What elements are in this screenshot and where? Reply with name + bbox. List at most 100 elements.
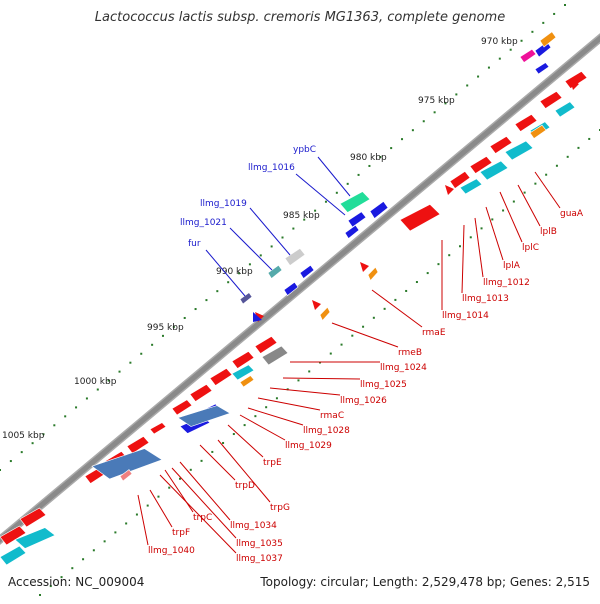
gene-label-llmg-1024: llmg_1024 — [380, 363, 427, 373]
label-connector — [331, 322, 399, 348]
pink-gene — [519, 48, 537, 63]
tick-dot-outer — [281, 236, 284, 239]
tick-dot-outer — [248, 263, 251, 266]
tick-dot-outer — [53, 424, 56, 427]
small-gene — [570, 80, 579, 90]
forward-gene — [514, 114, 538, 132]
tick-dot-inner — [534, 182, 537, 185]
tick-dot-inner — [351, 334, 354, 337]
tick-dot-inner — [297, 379, 300, 382]
accession-text: Accession: NC_009004 — [8, 575, 145, 589]
tick-dot-outer — [466, 84, 469, 87]
label-connector — [149, 489, 173, 528]
tick-dot-outer — [390, 147, 393, 150]
tick-dot-inner — [340, 343, 343, 346]
gene-label-llmg-1026: llmg_1026 — [340, 396, 387, 406]
tick-dot-outer — [531, 30, 534, 33]
gene-label-trpf: trpF — [172, 528, 190, 538]
blue-gene — [283, 281, 299, 296]
tick-dot-outer — [368, 164, 371, 167]
gene-label-guaa: guaA — [560, 209, 584, 219]
tick-dot-inner — [545, 173, 548, 176]
tick-dot-inner — [82, 558, 85, 561]
gene-label-llmg-1025: llmg_1025 — [360, 380, 407, 390]
tick-dot-inner — [491, 218, 494, 221]
small-gene — [253, 312, 262, 322]
orange-gene — [367, 266, 379, 282]
tick-dot-inner — [405, 289, 408, 292]
forward-gene — [449, 170, 471, 189]
label-connector — [534, 171, 561, 209]
gene-label-rmae: rmaE — [422, 328, 446, 338]
label-connector — [371, 289, 423, 328]
tick-dot-outer — [553, 12, 556, 15]
gene-label-ypbc: ypbC — [293, 145, 316, 155]
tick-dot-outer — [64, 415, 67, 418]
label-connector — [179, 461, 231, 521]
gene-label-trpc: trpC — [193, 513, 212, 523]
kbp-tick-label: 995 kbp — [147, 323, 184, 333]
label-connector — [247, 407, 304, 426]
tick-dot-outer — [379, 156, 382, 159]
reverse-gene — [554, 101, 576, 118]
label-connector — [517, 184, 541, 227]
gene-label-trpd: trpD — [235, 481, 255, 491]
tick-dot-inner — [168, 486, 171, 489]
forward-gene — [0, 525, 27, 546]
label-connector — [137, 494, 149, 546]
orange-gene — [529, 124, 547, 139]
tick-dot-inner — [566, 155, 569, 158]
label-connector — [295, 173, 346, 216]
tick-dot-inner — [157, 495, 160, 498]
tick-dot-outer — [96, 388, 99, 391]
tick-dot-outer — [194, 308, 197, 311]
tick-dot-inner — [502, 209, 505, 212]
gene-label-llmg-1037: llmg_1037 — [236, 554, 283, 564]
tick-dot-inner — [426, 272, 429, 275]
tick-dot-outer — [422, 120, 425, 123]
gene-label-lplc: lplC — [522, 243, 539, 253]
gene-label-lpla: lplA — [503, 261, 521, 271]
small-gene — [360, 262, 369, 272]
reverse-gene — [0, 545, 27, 566]
tick-dot-outer — [107, 379, 110, 382]
reverse-gene-long — [91, 448, 163, 480]
tick-dot-outer — [140, 352, 143, 355]
label-connector — [239, 414, 286, 441]
reverse-gene — [504, 140, 534, 161]
blue-gene — [344, 224, 360, 239]
tick-dot-outer — [31, 442, 34, 445]
tick-dot-outer — [129, 361, 132, 364]
forward-gene — [19, 507, 47, 528]
tick-dot-outer — [259, 254, 262, 257]
small-gene — [445, 185, 454, 195]
tick-dot-outer — [9, 460, 12, 463]
label-connector — [171, 467, 237, 539]
tick-dot-outer — [151, 343, 154, 346]
label-connector — [205, 249, 246, 297]
orange-gene — [539, 31, 557, 48]
label-connector — [474, 217, 484, 278]
tick-dot-outer — [292, 227, 295, 230]
label-connector — [485, 206, 504, 261]
tick-dot-outer — [542, 21, 545, 24]
tick-dot-inner — [125, 522, 128, 525]
gene-label-llmg-1014: llmg_1014 — [442, 311, 489, 321]
tick-dot-inner — [275, 397, 278, 400]
forward-gene — [171, 399, 193, 416]
tick-dot-outer — [172, 325, 175, 328]
teal-gene — [267, 264, 283, 279]
purple-gene — [239, 292, 253, 305]
gene-label-llmg-1029: llmg_1029 — [285, 441, 332, 451]
tick-dot-inner — [383, 307, 386, 310]
gene-label-llmg-1012: llmg_1012 — [483, 278, 530, 288]
blue-gene — [534, 62, 550, 75]
label-connector — [229, 227, 273, 271]
reverse-gene — [459, 178, 483, 195]
gene-label-llmg-1034: llmg_1034 — [230, 521, 277, 531]
label-connector — [164, 469, 194, 513]
tick-dot-outer — [477, 75, 480, 78]
tick-dot-outer — [498, 57, 501, 60]
label-connector — [159, 474, 237, 554]
